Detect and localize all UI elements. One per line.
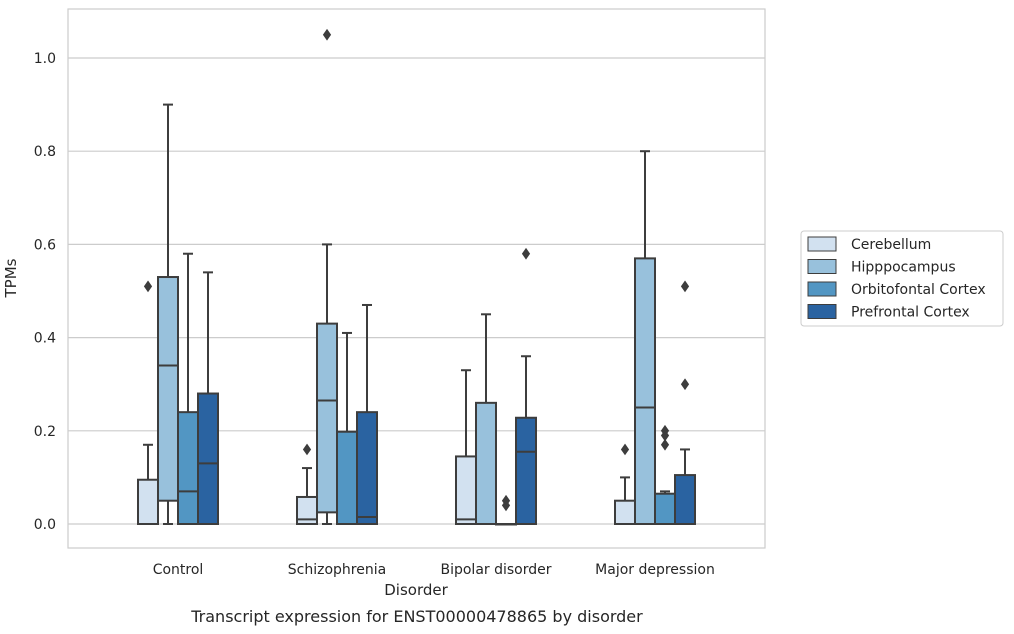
outlier-point (660, 424, 670, 437)
legend-swatch (807, 304, 837, 319)
box-prefrontal-cortex (515, 247, 537, 526)
box-hipppocampus (316, 28, 338, 525)
legend-label: Cerebellum (851, 237, 931, 253)
box-prefrontal-cortex (197, 271, 219, 525)
outlier-point (143, 280, 153, 293)
box-hipppocampus (634, 150, 656, 525)
figure-caption: Transcript expression for ENST0000047886… (190, 607, 643, 626)
box-orbitofontal-cortex (336, 331, 358, 525)
box-cerebellum (455, 369, 477, 525)
outlier-point (680, 378, 690, 391)
y-tick-label: 1.0 (34, 51, 56, 67)
box-plots (137, 28, 696, 526)
y-tick-label: 0.8 (34, 144, 56, 160)
x-axis-title: Disorder (384, 581, 448, 599)
legend-frame (800, 230, 1004, 327)
box-prefrontal-cortex (674, 280, 696, 526)
x-tick-label: Bipolar disorder (440, 562, 551, 578)
box-cerebellum (614, 443, 636, 526)
box-iqr (316, 322, 338, 514)
y-axis-title: TPMs (2, 258, 20, 298)
box-iqr (336, 430, 358, 525)
legend: Cerebellum Hipppocampus Orbitofontal Corte… (800, 230, 1004, 327)
y-tick-label: 0.0 (34, 517, 56, 533)
y-tick-label: 0.6 (34, 237, 56, 253)
box-orbitofontal-cortex (177, 252, 199, 525)
plot-area-frame (67, 8, 766, 549)
legend-label: Orbitofontal Cortex (851, 282, 986, 298)
y-tick-label: 0.4 (34, 331, 56, 347)
box-iqr (614, 499, 636, 526)
box-iqr (177, 411, 199, 525)
x-axis-ticks: Control Schizophrenia Bipolar disorder Majo… (153, 562, 715, 578)
box-iqr (674, 474, 696, 526)
legend-swatch (807, 259, 837, 274)
box-iqr (197, 392, 219, 525)
box-iqr (654, 492, 676, 525)
outlier-point (302, 443, 312, 456)
box-orbitofontal-cortex (495, 494, 517, 526)
outlier-point (620, 443, 630, 456)
outlier-point (322, 28, 332, 41)
outlier-point (521, 247, 531, 260)
box-hipppocampus (157, 103, 179, 525)
x-tick-label: Schizophrenia (288, 562, 386, 578)
x-tick-label: Major depression (595, 562, 715, 578)
box-iqr (634, 257, 656, 525)
box-iqr (455, 455, 477, 525)
box-cerebellum (296, 443, 318, 525)
box-iqr (515, 416, 537, 526)
legend-swatch (807, 236, 837, 252)
box-prefrontal-cortex (356, 303, 378, 525)
y-tick-label: 0.2 (34, 424, 56, 440)
legend-swatch (807, 281, 837, 297)
box-cerebellum (137, 280, 159, 526)
box-iqr (475, 401, 497, 525)
outlier-point (660, 438, 670, 451)
box-hipppocampus (475, 313, 497, 525)
box-orbitofontal-cortex (654, 424, 676, 525)
legend-label: Hipppocampus (851, 260, 956, 276)
box-iqr (356, 411, 378, 525)
outlier-point (501, 494, 511, 507)
box-iqr (157, 276, 179, 502)
x-tick-label: Control (153, 562, 204, 578)
y-axis-ticks: 0.0 0.2 0.4 0.6 0.8 1.0 (34, 51, 56, 533)
legend-label: Prefrontal Cortex (851, 305, 970, 321)
box-iqr (137, 478, 159, 526)
outlier-point (680, 280, 690, 293)
